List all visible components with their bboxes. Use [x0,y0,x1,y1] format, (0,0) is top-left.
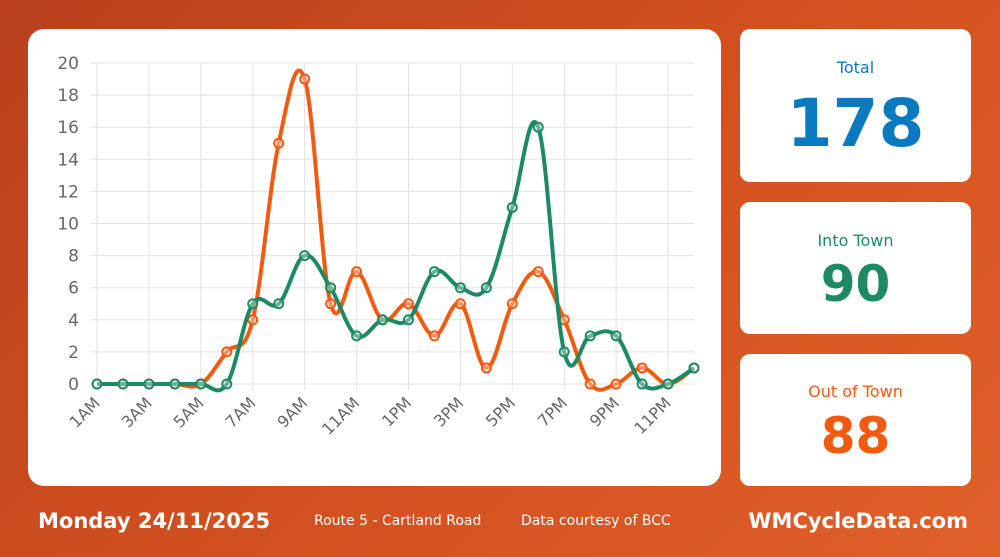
y-tick-label: 0 [68,375,79,395]
y-tick-label: 4 [68,311,79,331]
footer-site: WMCycleData.com [748,509,968,533]
out-of-town-data-point [506,298,518,310]
x-tick-label: 9PM [586,393,623,430]
x-tick-label: 5PM [482,393,519,430]
y-tick-label: 20 [57,54,79,74]
footer-date: Monday 24/11/2025 [38,509,271,533]
into-town-data-point [506,201,518,213]
y-tick-label: 2 [68,343,79,363]
into-town-series-line [97,120,696,393]
into-town-data-point [143,378,155,390]
into-town-data-point [610,330,622,342]
out-of-town-data-point [299,73,311,85]
into-town-data-point [662,378,674,390]
into-town-card: Into Town 90 [740,202,971,334]
footer-credit: Data courtesy of BCC [521,513,671,529]
hourly-counts-chart: 0 2 4 6 8 10 12 14 16 18 20 1AM 3AM 5AM 7AM 9AM 11AM 1PM 3… [57,54,700,439]
out-of-town-value: 88 [820,407,891,465]
into-town-data-point [377,314,389,326]
out-of-town-data-point [532,266,544,278]
y-tick-label: 16 [57,118,79,138]
x-tick-label: 11AM [318,393,363,438]
y-tick-label: 6 [68,279,79,299]
into-town-data-point [558,346,570,358]
y-tick-label: 18 [57,86,79,106]
total-label: Total [836,58,875,77]
out-of-town-card: Out of Town 88 [740,354,971,486]
into-town-data-point [454,282,466,294]
out-of-town-data-point [221,346,233,358]
into-town-data-point [117,378,129,390]
into-town-data-point [91,378,103,390]
out-of-town-data-point [610,378,622,390]
out-of-town-data-point [351,266,363,278]
into-town-data-point [195,378,207,390]
into-town-data-point [584,330,596,342]
total-value: 178 [786,85,925,162]
into-town-data-point [480,282,492,294]
out-of-town-series-line [97,68,696,392]
into-town-data-point [532,121,544,133]
into-town-data-point [428,266,440,278]
x-tick-label: 7AM [221,393,259,431]
out-of-town-data-point [636,362,648,374]
into-town-data-point [325,282,337,294]
into-town-data-point [351,330,363,342]
out-of-town-data-point [247,314,259,326]
x-tick-label: 3AM [118,393,156,431]
out-of-town-data-point [402,298,414,310]
y-tick-label: 12 [57,182,79,202]
into-town-data-point [221,378,233,390]
into-town-data-point [299,250,311,262]
y-tick-label: 10 [57,215,79,235]
out-of-town-label: Out of Town [808,382,903,401]
y-tick-label: 8 [68,247,79,267]
into-town-label: Into Town [817,231,894,250]
chart-card: 0 2 4 6 8 10 12 14 16 18 20 1AM 3AM 5AM 7AM 9AM 11AM 1PM 3… [28,29,721,486]
out-of-town-data-point [273,137,285,149]
out-of-town-data-point [480,362,492,374]
into-town-data-point [688,362,700,374]
x-tick-label: 1AM [66,393,104,431]
into-town-data-point [169,378,181,390]
x-tick-label: 5AM [170,393,208,431]
out-of-town-data-point [454,298,466,310]
footer-route: Route 5 - Cartland Road [314,513,482,529]
into-town-data-point [247,298,259,310]
x-tick-label: 3PM [430,393,467,430]
into-town-data-point [636,378,648,390]
into-town-data-point [402,314,414,326]
x-tick-label: 1PM [378,393,415,430]
y-tick-label: 14 [57,150,79,170]
x-tick-label: 11PM [630,393,674,437]
out-of-town-data-point [584,378,596,390]
x-tick-label: 7PM [534,393,571,430]
into-town-value: 90 [820,255,891,313]
into-town-data-point [273,298,285,310]
x-tick-label: 9AM [273,393,311,431]
out-of-town-data-point [325,298,337,310]
out-of-town-data-point [428,330,440,342]
total-card: Total 178 [740,29,971,182]
